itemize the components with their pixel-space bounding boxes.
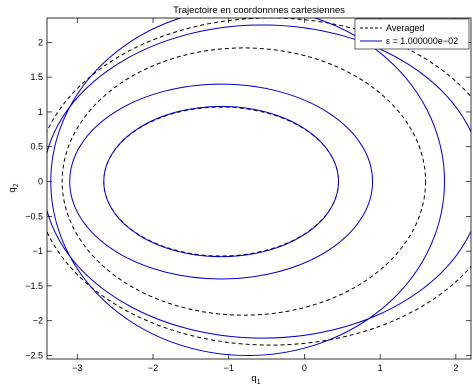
y-tick-label-9: 2: [38, 37, 43, 47]
y-tick-label-7: 1: [38, 107, 43, 117]
legend: Averaged ε = 1.000000e−02: [354, 18, 470, 50]
x-tick-label-3: 0: [302, 363, 307, 373]
series-0-ellipse-1: [61, 47, 427, 316]
y-tick-label-3: −1: [33, 246, 43, 256]
x-axis-label: q1: [251, 373, 260, 386]
x-axis-label-subscript: 1: [257, 379, 261, 386]
y-tick-label-6: 0.5: [30, 142, 43, 152]
y-tick-label-5: 0: [38, 177, 43, 187]
x-tick-label-5: 2: [453, 363, 458, 373]
y-axis-label-subscript: 2: [13, 183, 20, 187]
series-1-ellipse-1: [69, 83, 374, 280]
series-1-ellipse-2: [47, 24, 471, 339]
y-tick-label-0: −2.5: [25, 351, 43, 361]
series-0-ellipse-2: [47, 18, 471, 346]
legend-label-averaged: Averaged: [386, 23, 424, 33]
x-tick-label-1: −2: [148, 363, 158, 373]
legend-box: [354, 18, 470, 50]
series-1-ellipse-0: [103, 105, 339, 258]
y-axis-label: q2: [7, 183, 20, 192]
y-tick-label-8: 1.5: [30, 72, 43, 82]
y-tick-label-1: −2: [33, 316, 43, 326]
legend-label-epsilon: ε = 1.000000e−02: [386, 36, 458, 46]
plot-frame: [46, 17, 472, 360]
plot-area: [47, 18, 471, 359]
x-tick-label-0: −3: [72, 363, 82, 373]
chart-title: Trajectoire en coordonnnes cartesiennes: [173, 5, 345, 16]
y-tick-label-4: −0.5: [25, 211, 43, 221]
y-tick-label-2: −1.5: [25, 281, 43, 291]
x-tick-label-2: −1: [224, 363, 234, 373]
ticks: −3 −2 −1 0 1 2 −2.5 −2 −1.5 −1 −0.5 0 0.5 1 1.5 2: [25, 18, 471, 373]
x-tick-label-4: 1: [378, 363, 383, 373]
